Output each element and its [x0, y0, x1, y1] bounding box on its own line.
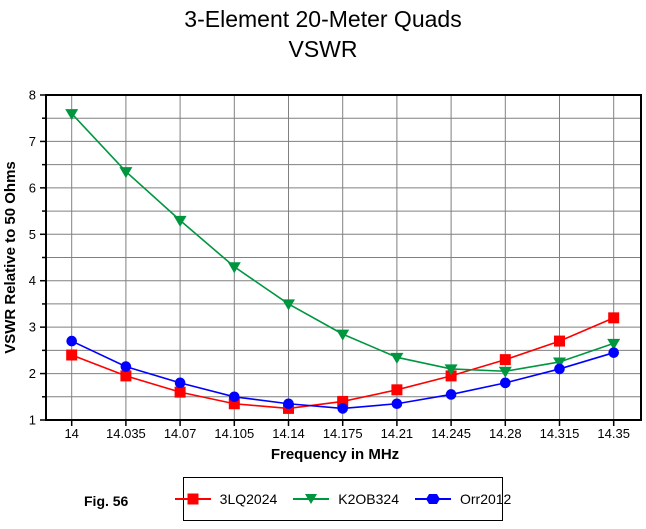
svg-text:1: 1	[29, 413, 36, 428]
hexagon-marker-icon	[425, 494, 440, 504]
series-Orr2012	[66, 335, 619, 414]
svg-text:14.245: 14.245	[431, 426, 471, 441]
x-tick-labels: 14 14.035 14.07 14.105 14.14 14.175 14.21 14.24…	[64, 426, 630, 441]
svg-text:14.21: 14.21	[381, 426, 414, 441]
legend-line-green	[293, 494, 330, 504]
svg-text:14.175: 14.175	[323, 426, 363, 441]
legend-item-3lq2024: 3LQ2024	[174, 491, 278, 507]
chart-title: 3-Element 20-Meter Quads VSWR	[0, 4, 646, 64]
axis-ticks	[40, 94, 615, 426]
svg-text:14.14: 14.14	[272, 426, 305, 441]
chart-title-line2: VSWR	[288, 36, 358, 62]
legend-label-k2ob324: K2OB324	[338, 491, 399, 507]
svg-text:8: 8	[29, 88, 36, 103]
svg-text:14.315: 14.315	[540, 426, 580, 441]
legend-line-blue	[414, 494, 451, 504]
y-tick-labels: 1 2 3 4 5 6 7 8	[29, 88, 36, 428]
legend-item-orr2012: Orr2012	[414, 491, 512, 507]
square-marker-icon	[187, 493, 199, 505]
y-axis-title: VSWR Relative to 50 Ohms	[2, 161, 19, 354]
svg-text:6: 6	[29, 180, 36, 195]
svg-text:14.35: 14.35	[597, 426, 630, 441]
chart-title-line1: 3-Element 20-Meter Quads	[184, 6, 462, 32]
svg-text:4: 4	[29, 273, 36, 288]
x-axis-title: Frequency in MHz	[271, 446, 399, 463]
svg-text:14.105: 14.105	[214, 426, 254, 441]
legend-label-orr2012: Orr2012	[459, 491, 512, 507]
svg-text:14.035: 14.035	[106, 426, 146, 441]
series-K2OB324	[65, 109, 621, 378]
legend-item-k2ob324: K2OB324	[293, 491, 399, 507]
svg-text:2: 2	[29, 366, 36, 381]
triangle-down-marker-icon	[305, 494, 318, 504]
svg-text:7: 7	[29, 134, 36, 149]
legend-box: 3LQ2024 K2OB324 Orr2012	[174, 477, 511, 521]
figure-number: Fig. 56	[84, 493, 129, 509]
legend-label-3lq2024: 3LQ2024	[219, 491, 278, 507]
legend-line-red	[174, 493, 211, 505]
svg-text:3: 3	[29, 320, 36, 335]
svg-text:14.07: 14.07	[164, 426, 197, 441]
svg-text:5: 5	[29, 227, 36, 242]
svg-text:14: 14	[64, 426, 78, 441]
svg-text:14.28: 14.28	[489, 426, 522, 441]
